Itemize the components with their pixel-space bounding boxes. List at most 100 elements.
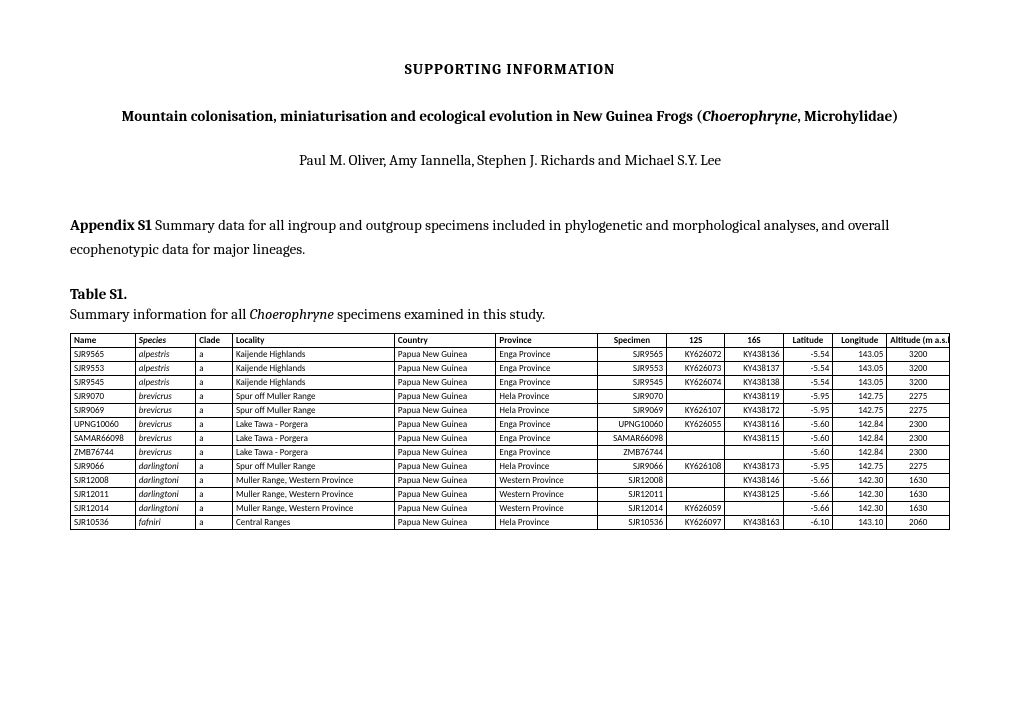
table-cell: [667, 488, 725, 502]
table-cell: brevicrus: [135, 446, 195, 460]
table-cell: -5.95: [783, 460, 833, 474]
table-cell: [667, 446, 725, 460]
table-caption-italic: Choerophryne: [250, 305, 334, 323]
table-cell: darlingtoni: [135, 502, 195, 516]
table-cell: 3200: [887, 362, 950, 376]
table-cell: Papua New Guinea: [394, 404, 496, 418]
table-cell: KY626059: [667, 502, 725, 516]
table-cell: Papua New Guinea: [394, 390, 496, 404]
table-row: SJR9070brevicrusaSpur off Muller RangePa…: [71, 390, 950, 404]
table-cell: a: [196, 516, 233, 530]
table-cell: Papua New Guinea: [394, 376, 496, 390]
table-cell: KY626074: [667, 376, 725, 390]
table-cell: 2300: [887, 446, 950, 460]
table-cell: KY626107: [667, 404, 725, 418]
table-cell: Central Ranges: [232, 516, 394, 530]
table-body: SJR9565alpestrisaKaijende HighlandsPapua…: [71, 348, 950, 530]
table-cell: SJR9545: [597, 376, 666, 390]
table-cell: KY626073: [667, 362, 725, 376]
table-cell: 142.84: [833, 446, 887, 460]
table-cell: a: [196, 404, 233, 418]
table-cell: 1630: [887, 488, 950, 502]
table-cell: SJR9565: [597, 348, 666, 362]
table-cell: -5.60: [783, 446, 833, 460]
table-row: ZMB76744brevicrusaLake Tawa - PorgeraPap…: [71, 446, 950, 460]
table-cell: SJR12011: [71, 488, 136, 502]
main-title-prefix: Mountain colonisation, miniaturisation a…: [122, 107, 703, 125]
table-cell: fafniri: [135, 516, 195, 530]
table-cell: SJR12008: [597, 474, 666, 488]
table-cell: a: [196, 474, 233, 488]
table-row: UPNG10060brevicrusaLake Tawa - PorgeraPa…: [71, 418, 950, 432]
table-cell: -5.66: [783, 488, 833, 502]
table-row: SJR12008darlingtoniaMuller Range, Wester…: [71, 474, 950, 488]
table-cell: Western Province: [496, 474, 598, 488]
table-caption-prefix: Summary information for all: [70, 305, 250, 323]
table-cell: brevicrus: [135, 390, 195, 404]
table-cell: -5.66: [783, 502, 833, 516]
table-cell: Hela Province: [496, 404, 598, 418]
table-cell: ZMB76744: [597, 446, 666, 460]
table-cell: Enga Province: [496, 418, 598, 432]
table-cell: SJR9070: [597, 390, 666, 404]
table-cell: SJR9565: [71, 348, 136, 362]
table-cell: brevicrus: [135, 404, 195, 418]
table-cell: Kaijende Highlands: [232, 348, 394, 362]
table-cell: -5.95: [783, 390, 833, 404]
table-row: SJR9069brevicrusaSpur off Muller RangePa…: [71, 404, 950, 418]
table-label: Table S1.: [70, 285, 950, 303]
table-cell: SJR9553: [71, 362, 136, 376]
table-cell: KY626097: [667, 516, 725, 530]
table-cell: Papua New Guinea: [394, 418, 496, 432]
table-cell: alpestris: [135, 376, 195, 390]
table-cell: a: [196, 390, 233, 404]
table-cell: 143.05: [833, 348, 887, 362]
table-cell: a: [196, 362, 233, 376]
table-row: SJR12014darlingtoniaMuller Range, Wester…: [71, 502, 950, 516]
table-cell: 142.75: [833, 390, 887, 404]
table-cell: -5.54: [783, 362, 833, 376]
table-cell: KY438115: [725, 432, 783, 446]
table-cell: Western Province: [496, 502, 598, 516]
table-cell: SJR12011: [597, 488, 666, 502]
table-cell: [725, 446, 783, 460]
table-cell: SJR9545: [71, 376, 136, 390]
table-cell: SJR12014: [71, 502, 136, 516]
table-cell: SJR9070: [71, 390, 136, 404]
table-cell: Hela Province: [496, 516, 598, 530]
table-cell: Papua New Guinea: [394, 432, 496, 446]
table-cell: a: [196, 446, 233, 460]
table-cell: 143.05: [833, 376, 887, 390]
table-cell: SJR9066: [597, 460, 666, 474]
table-cell: 1630: [887, 474, 950, 488]
specimen-table: Name Species Clade Locality Country Prov…: [70, 333, 950, 530]
table-cell: 2300: [887, 418, 950, 432]
table-cell: 2275: [887, 460, 950, 474]
table-cell: ZMB76744: [71, 446, 136, 460]
table-cell: Lake Tawa - Porgera: [232, 418, 394, 432]
table-cell: Papua New Guinea: [394, 460, 496, 474]
table-cell: UPNG10060: [597, 418, 666, 432]
table-cell: Papua New Guinea: [394, 474, 496, 488]
table-cell: Muller Range, Western Province: [232, 488, 394, 502]
table-cell: 142.30: [833, 502, 887, 516]
th-species: Species: [135, 334, 195, 348]
table-cell: Papua New Guinea: [394, 516, 496, 530]
table-cell: brevicrus: [135, 418, 195, 432]
table-cell: Lake Tawa - Porgera: [232, 432, 394, 446]
table-cell: Enga Province: [496, 432, 598, 446]
table-cell: [667, 390, 725, 404]
table-cell: Hela Province: [496, 390, 598, 404]
table-cell: darlingtoni: [135, 474, 195, 488]
th-alt: Altitude (m a.s.l): [887, 334, 950, 348]
table-cell: Spur off Muller Range: [232, 390, 394, 404]
table-cell: SAMAR66098: [71, 432, 136, 446]
table-cell: Enga Province: [496, 376, 598, 390]
table-cell: [725, 502, 783, 516]
table-cell: -5.60: [783, 432, 833, 446]
table-cell: Spur off Muller Range: [232, 404, 394, 418]
table-cell: KY438137: [725, 362, 783, 376]
table-cell: Enga Province: [496, 362, 598, 376]
table-cell: 143.10: [833, 516, 887, 530]
section-title: SUPPORTING INFORMATION: [70, 60, 950, 78]
